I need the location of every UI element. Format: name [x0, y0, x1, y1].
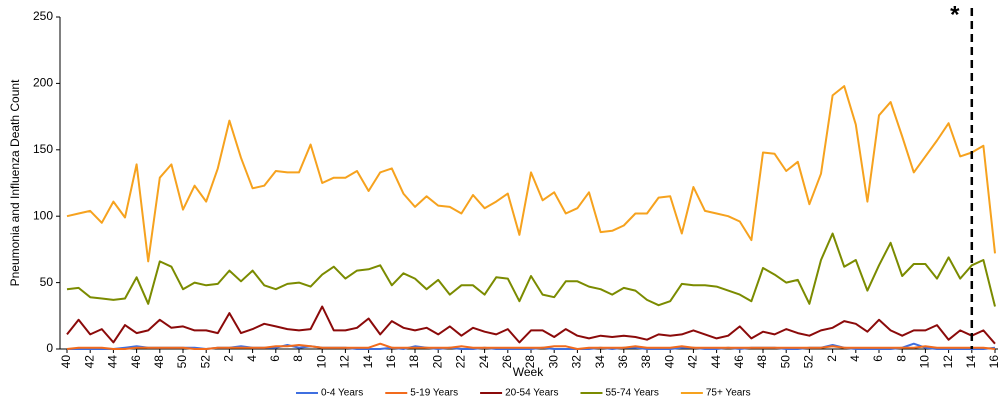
x-tick-label: 44 [709, 355, 723, 369]
x-tick-label: 26 [500, 355, 514, 369]
x-tick-label: 46 [732, 355, 746, 369]
x-tick-label: 40 [59, 355, 73, 369]
legend-label: 55-74 Years [605, 388, 658, 399]
x-tick-label: 44 [106, 355, 120, 369]
legend-label: 75+ Years [706, 388, 751, 399]
series-line [66, 342, 996, 350]
y-tick-label: 200 [33, 76, 53, 90]
x-tick-label: 20 [430, 355, 444, 369]
y-axis-label: Pneumonia and Influenza Death Count [8, 79, 22, 286]
x-tick-label: 4 [848, 355, 862, 362]
x-tick-label: 16 [987, 355, 998, 369]
x-tick-label: 10 [314, 355, 328, 369]
x-tick-label: 40 [662, 355, 676, 369]
series-line [66, 85, 996, 263]
x-tick-label: 12 [338, 355, 352, 369]
y-tick-label: 250 [33, 9, 53, 23]
series-line [66, 305, 996, 345]
y-tick-label: 150 [33, 142, 53, 156]
x-tick-label: 48 [755, 355, 769, 369]
x-tick-label: 32 [570, 355, 584, 369]
x-tick-label: 8 [291, 355, 305, 362]
x-tick-label: 28 [523, 355, 537, 369]
x-tick-label: 12 [941, 355, 955, 369]
x-tick-label: 8 [894, 355, 908, 362]
series-line [66, 232, 996, 307]
x-tick-label: 52 [198, 355, 212, 369]
x-tick-label: 36 [616, 355, 630, 369]
legend-label: 5-19 Years [410, 388, 458, 399]
x-tick-label: 14 [361, 355, 375, 369]
x-tick-label: 38 [639, 355, 653, 369]
x-tick-label: 24 [477, 355, 491, 369]
x-tick-label: 6 [268, 355, 282, 362]
x-tick-label: 50 [778, 355, 792, 369]
x-tick-label: 42 [686, 355, 700, 369]
y-tick-label: 100 [33, 208, 53, 222]
legend-label: 20-54 Years [505, 388, 558, 399]
x-tick-label: 18 [407, 355, 421, 369]
x-tick-label: 34 [593, 355, 607, 369]
legend-label: 0-4 Years [321, 388, 363, 399]
x-tick-label: 42 [82, 355, 96, 369]
x-tick-label: 4 [245, 355, 259, 362]
x-tick-label: 6 [871, 355, 885, 362]
x-tick-label: 30 [546, 355, 560, 369]
x-tick-label: 46 [129, 355, 143, 369]
x-tick-label: 14 [964, 355, 978, 369]
x-tick-label: 2 [825, 355, 839, 362]
x-tick-label: 52 [802, 355, 816, 369]
y-tick-label: 50 [40, 275, 54, 289]
x-axis-label: Week [513, 365, 544, 379]
reference-label: * [950, 1, 960, 28]
x-tick-label: 10 [918, 355, 932, 369]
x-tick-label: 22 [454, 355, 468, 369]
x-tick-label: 2 [222, 355, 236, 362]
x-tick-label: 48 [152, 355, 166, 369]
y-tick-label: 0 [46, 341, 53, 355]
x-tick-label: 16 [384, 355, 398, 369]
x-tick-label: 50 [175, 355, 189, 369]
